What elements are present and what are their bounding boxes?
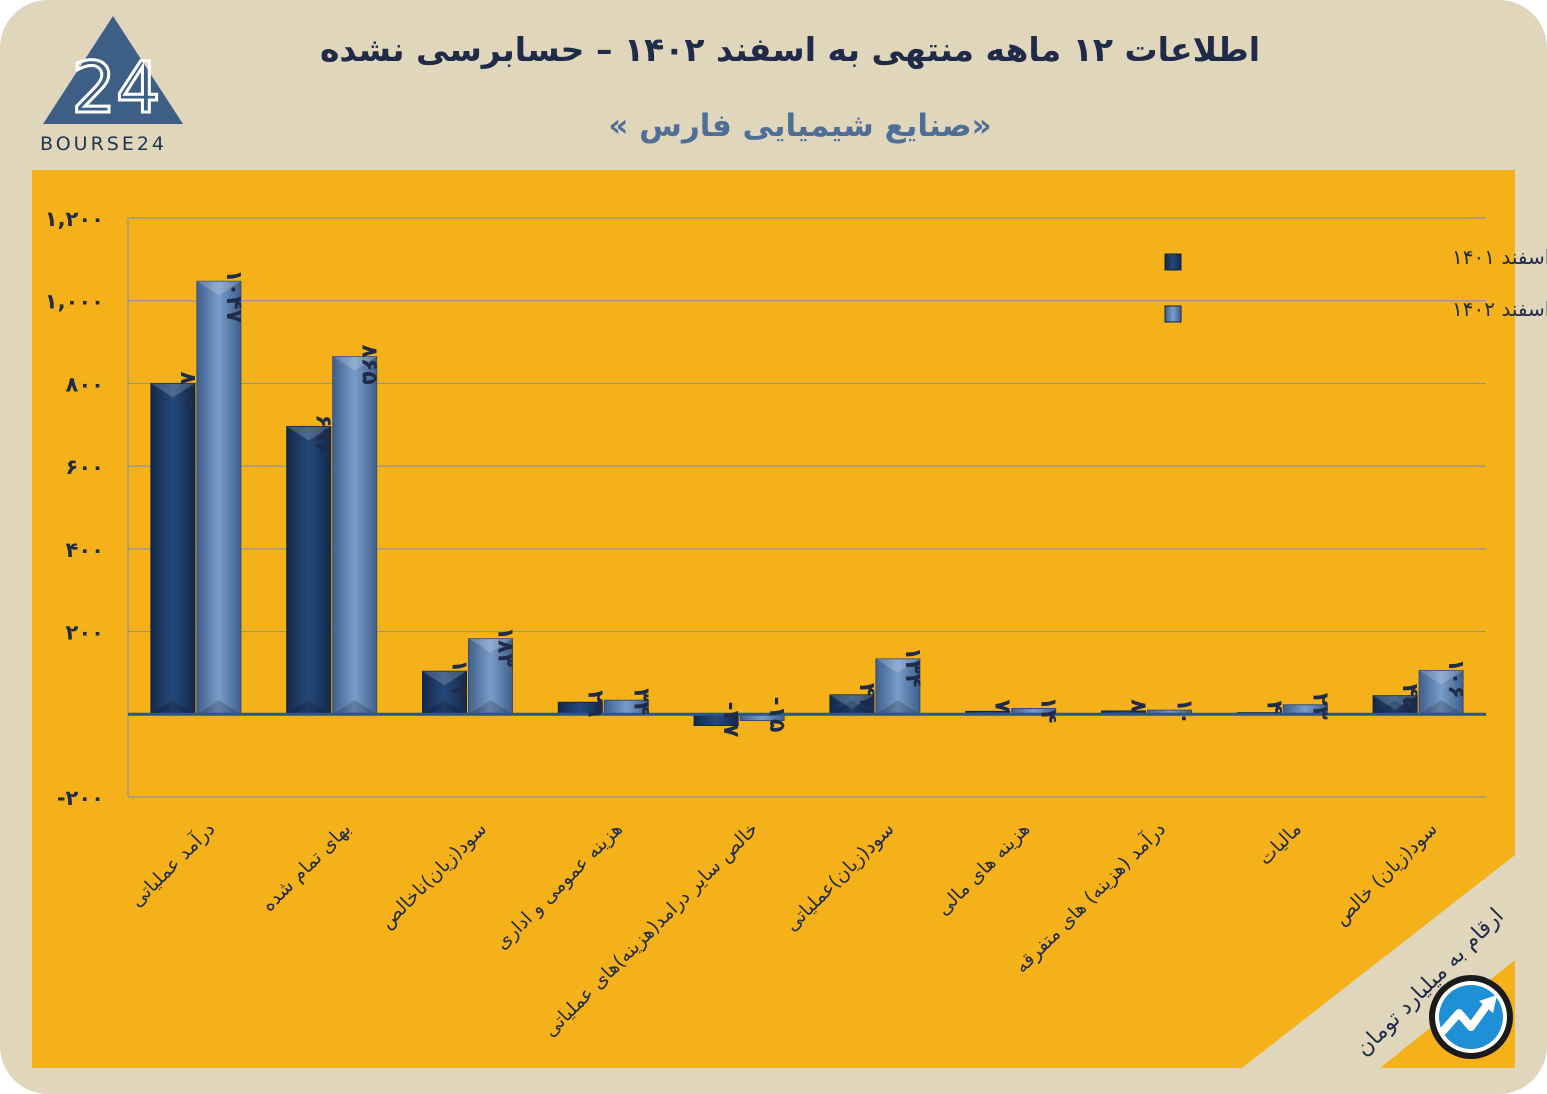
bar-bevel: [1419, 700, 1464, 715]
plot-panel: [32, 170, 1515, 1068]
y-tick-label: ۲۰۰: [66, 621, 104, 645]
bar-bevel: [875, 700, 920, 715]
bar-bevel: [1373, 695, 1418, 710]
bar-bevel: [468, 638, 513, 653]
bar-bevel: [332, 356, 377, 371]
bar-bevel: [875, 658, 920, 673]
bar-bevel: [286, 700, 331, 715]
data-label: ۱۰: [1172, 698, 1197, 725]
bar-bevel: [332, 700, 377, 715]
bar-bevel: [150, 700, 195, 715]
bar-s2-1: [332, 356, 378, 715]
data-label: ۱۴: [1036, 696, 1061, 723]
data-label: -۱۵: [764, 696, 789, 732]
legend-label-1: عملکرد منتهی به اسفند ۱۴۰۱: [1452, 245, 1547, 269]
bar-bevel: [196, 281, 241, 296]
bar-s2-9: [1418, 669, 1464, 715]
bourse24-logo: 24: [43, 16, 183, 131]
data-label: ۴۷: [854, 683, 879, 710]
y-tick-label: ۶۰۰: [66, 455, 104, 479]
bar-bevel: [422, 671, 467, 686]
bar-bevel: [196, 700, 241, 715]
data-label: ۷: [990, 699, 1015, 713]
page-title: اطلاعات ۱۲ ماهه منتهی به اسفند ۱۴۰۲ – حس…: [319, 30, 1261, 69]
data-label: -۲۷: [718, 701, 743, 738]
y-tick-label: ۱,۰۰۰: [45, 290, 104, 314]
bar-bevel: [1419, 670, 1464, 685]
bar-bevel: [468, 700, 513, 715]
bar-bevel: [286, 426, 331, 441]
bar-s2-0: [196, 280, 242, 715]
y-tick-label: ۴۰۰: [66, 538, 104, 562]
bar-s2-5: [875, 658, 921, 715]
data-label: ۳۴: [628, 688, 653, 715]
data-label: ۸: [1126, 699, 1151, 713]
page-subtitle: «صنایع شیمیایی فارس »: [608, 108, 992, 144]
data-label: ۲۳: [1307, 693, 1332, 720]
legend-swatch-1: [1164, 253, 1182, 271]
data-label: ۱۰۶: [1443, 658, 1468, 698]
logo-triangle: [43, 16, 183, 124]
bar-bevel: [422, 700, 467, 715]
logo-mark: 24: [71, 47, 160, 129]
legend-label-2: عملکرد منتهی به اسفند ۱۴۰۲: [1452, 297, 1547, 321]
brand-badge-icon: [1429, 975, 1513, 1059]
data-label: ۱۰۴: [447, 659, 472, 699]
data-label: ۸۶۵: [357, 345, 382, 385]
data-label: ۱۳۴: [900, 647, 925, 687]
bar-s2-2: [468, 638, 513, 715]
data-label: ۴۵: [1397, 684, 1422, 711]
y-tick-label: -۲۰۰: [57, 786, 104, 810]
bar-bevel: [1373, 700, 1418, 715]
logo-text: BOURSE24: [40, 133, 168, 155]
legend-swatch-2: [1164, 305, 1182, 323]
bar-s1-0: [150, 382, 196, 715]
data-label: ۸۰۰: [175, 371, 200, 411]
data-label: ۶۹۶: [311, 414, 336, 454]
y-tick-label: ۱,۲۰۰: [45, 207, 104, 231]
data-label: ۱۰۴۷: [221, 269, 246, 323]
bar-bevel: [829, 694, 874, 709]
data-label: ۱۸۳: [493, 627, 518, 668]
y-tick-label: ۸۰۰: [66, 372, 104, 396]
data-label: ۴: [1261, 701, 1286, 714]
data-label: ۲۹: [582, 690, 607, 717]
bar-s1-2: [422, 670, 467, 715]
bar-bevel: [829, 700, 874, 715]
bar-bevel: [150, 383, 195, 398]
bar-s1-1: [286, 425, 332, 715]
